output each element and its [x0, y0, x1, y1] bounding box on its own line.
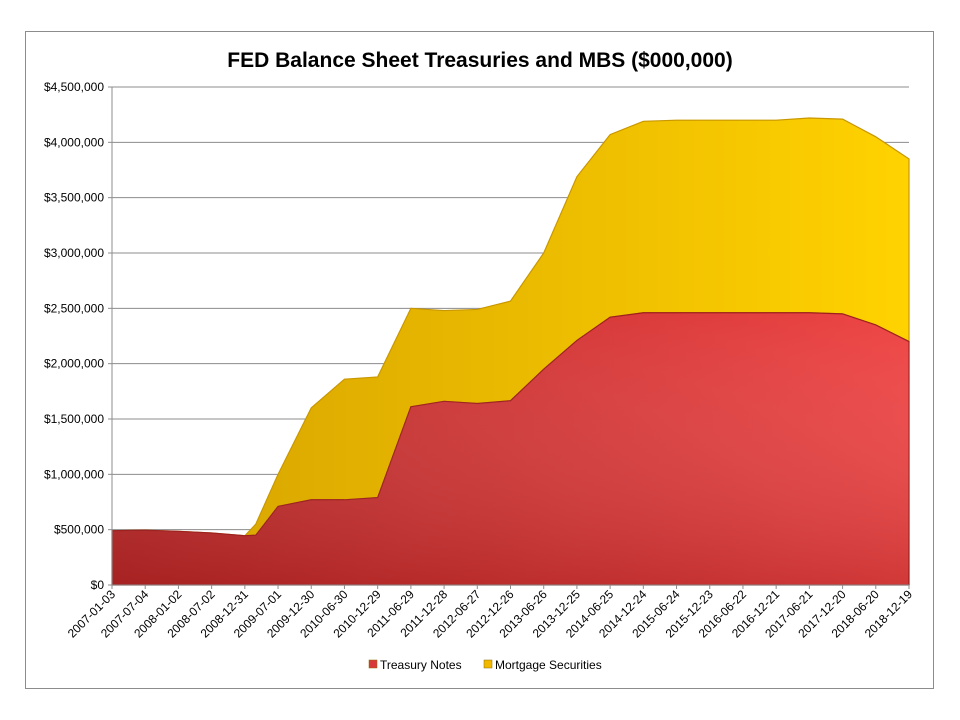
- y-tick-label: $0: [91, 578, 105, 592]
- y-tick-label: $4,500,000: [44, 80, 104, 94]
- legend-label: Treasury Notes: [380, 658, 462, 672]
- y-tick-label: $2,500,000: [44, 301, 104, 315]
- legend-swatch: [368, 659, 378, 669]
- y-tick-label: $1,500,000: [44, 412, 104, 426]
- chart-title: FED Balance Sheet Treasuries and MBS ($0…: [227, 49, 732, 72]
- y-axis-ticks: $0 $500,000 $1,000,000 $1,500,000 $2,000,000…: [44, 80, 112, 592]
- area-layer: [111, 117, 910, 586]
- y-tick-label: $2,000,000: [44, 357, 104, 371]
- legend-label: Mortgage Securities: [495, 658, 602, 672]
- y-tick-label: $4,000,000: [44, 135, 104, 149]
- chart-svg: FED Balance Sheet Treasuries and MBS ($0…: [44, 49, 915, 672]
- chart-frame: FED Balance Sheet Treasuries and MBS ($0…: [25, 31, 934, 689]
- y-tick-label: $3,500,000: [44, 191, 104, 205]
- y-tick-label: $3,000,000: [44, 246, 104, 260]
- x-axis-ticks: 2007-01-032007-07-042008-01-022008-07-02…: [65, 585, 915, 641]
- legend-swatch: [483, 659, 493, 669]
- legend: Treasury Notes Mortgage Securities: [368, 658, 602, 672]
- series-area-treasury-notes-shade: [112, 312, 909, 585]
- y-tick-label: $500,000: [54, 523, 104, 537]
- y-tick-label: $1,000,000: [44, 467, 104, 481]
